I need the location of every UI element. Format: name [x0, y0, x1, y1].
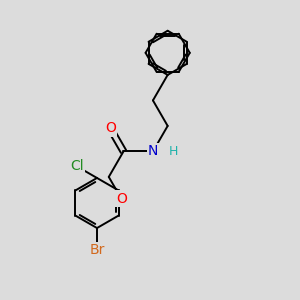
Text: Br: Br: [89, 243, 105, 257]
Text: O: O: [116, 192, 127, 206]
Text: N: N: [148, 144, 158, 158]
Text: H: H: [169, 145, 178, 158]
Text: O: O: [105, 122, 116, 136]
Text: Cl: Cl: [70, 159, 83, 173]
